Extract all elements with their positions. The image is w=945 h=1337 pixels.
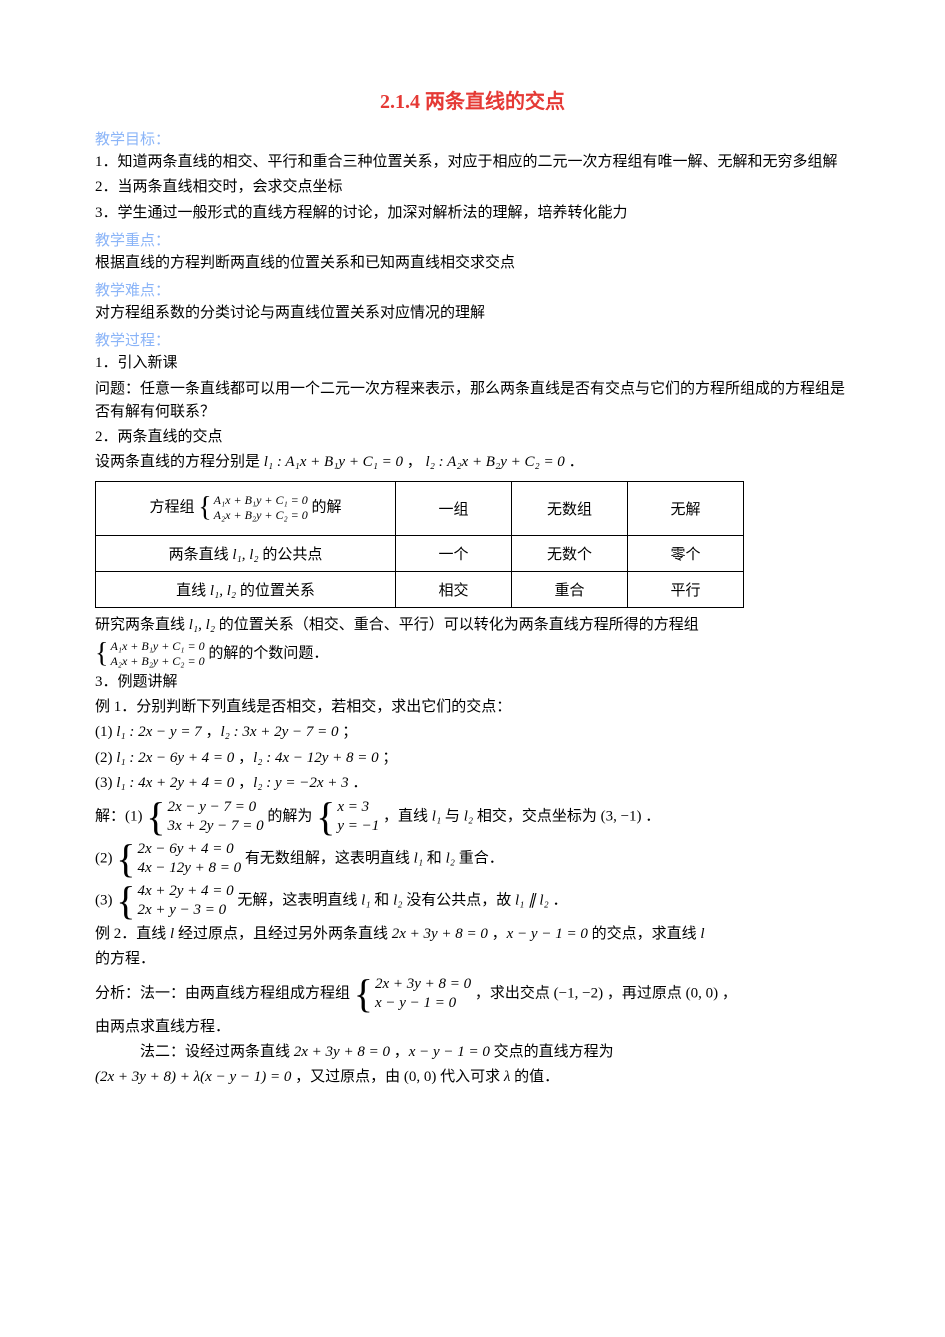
process-step1: 1．引入新课: [95, 352, 850, 375]
goal-1: 1．知道两条直线的相交、平行和重合三种位置关系，对应于相应的二元一次方程组有唯一…: [95, 151, 850, 174]
brace-icon: {: [316, 797, 337, 837]
section-difficulty: 教学难点：: [95, 279, 850, 300]
brace-icon: {: [146, 797, 167, 837]
table-r1c3: 无数组: [512, 481, 628, 535]
setup-text-a: 设两条直线的方程分别是: [95, 454, 264, 470]
section-key: 教学重点：: [95, 229, 850, 250]
section-process: 教学过程：: [95, 329, 850, 350]
brace-icon: {: [95, 640, 110, 668]
ex1-p2: (2) l₁ : 2x − 6y + 4 = 0 ，l₂ : 4x − 12y …: [95, 747, 850, 770]
ex1-head: 例 1．分别判断下列直线是否相交，若相交，求出它们的交点：: [95, 696, 850, 719]
sol-3: (3) { 4x + 2y + 4 = 0 2x + y − 3 = 0 无解，…: [95, 881, 850, 921]
setup-mid: ，: [407, 454, 422, 470]
process-setup: 设两条直线的方程分别是 l₁ : A₁x + B₁y + C₁ = 0 ， l₂…: [95, 451, 850, 474]
setup-l1: l₁ : A₁x + B₁y + C₁ = 0: [264, 454, 403, 470]
process-question: 问题：任意一条直线都可以用一个二元一次方程来表示，那么两条直线是否有交点与它们的…: [95, 378, 850, 425]
table-r2c3: 无数个: [512, 535, 628, 571]
research-system: { A₁x + B₁y + C₁ = 0 A₂x + B₂y + C₂ = 0 …: [95, 639, 850, 669]
setup-l2: l₂ : A₂x + B₂y + C₂ = 0: [426, 454, 565, 470]
table-r3c1: 直线 l₁, l₂ 的位置关系: [96, 571, 396, 607]
table-r1c4: 无解: [628, 481, 744, 535]
setup-end: ．: [569, 454, 584, 470]
ex1-p1: (1) l₁ : 2x − y = 7 ，l₂ : 3x + 2y − 7 = …: [95, 721, 850, 744]
table-r2c1: 两条直线 l₁, l₂ 的公共点: [96, 535, 396, 571]
brace-icon: {: [198, 494, 213, 522]
ex2-head2: 的方程．: [95, 948, 850, 971]
goal-3: 3．学生通过一般形式的直线方程解的讨论，加深对解析法的理解，培养转化能力: [95, 202, 850, 225]
ex2-method2: 法二：设经过两条直线 2x + 3y + 8 = 0 ，x − y − 1 = …: [95, 1041, 850, 1064]
table-system: { A₁x + B₁y + C₁ = 0 A₂x + B₂y + C₂ = 0: [198, 493, 308, 523]
section-goal: 教学目标：: [95, 128, 850, 149]
table-r3c2: 相交: [396, 571, 512, 607]
sol-2: (2) { 2x − 6y + 4 = 0 4x − 12y + 8 = 0 有…: [95, 839, 850, 879]
table-r3c3: 重合: [512, 571, 628, 607]
table-r2c4: 零个: [628, 535, 744, 571]
research-para: 研究两条直线 l₁, l₂ 的位置关系（相交、重合、平行）可以转化为两条直线方程…: [95, 614, 850, 637]
difficulty-point: 对方程组系数的分类讨论与两直线位置关系对应情况的理解: [95, 302, 850, 325]
brace-icon: {: [354, 974, 375, 1014]
relation-table: 方程组 { A₁x + B₁y + C₁ = 0 A₂x + B₂y + C₂ …: [95, 481, 744, 608]
sol-1: 解：(1) { 2x − y − 7 = 0 3x + 2y − 7 = 0 的…: [95, 797, 850, 837]
ex2-head: 例 2．直线 l 经过原点，且经过另外两条直线 2x + 3y + 8 = 0 …: [95, 923, 850, 946]
sys-row2: A₂x + B₂y + C₂ = 0: [214, 508, 308, 523]
ex2-method2-eq: (2x + 3y + 8) + λ(x − y − 1) = 0 ，又过原点，由…: [95, 1066, 850, 1089]
table-r1c2: 一组: [396, 481, 512, 535]
page-title: 2.1.4 两条直线的交点: [95, 85, 850, 114]
sys-prefix: 方程组: [149, 499, 198, 515]
ex1-p3: (3) l₁ : 4x + 2y + 4 = 0 ，l₂ : y = −2x +…: [95, 772, 850, 795]
brace-icon: {: [116, 839, 137, 879]
brace-icon: {: [116, 881, 137, 921]
process-step3: 3．例题讲解: [95, 671, 850, 694]
sys-row1: A₁x + B₁y + C₁ = 0: [214, 493, 308, 508]
goal-2: 2．当两条直线相交时，会求交点坐标: [95, 176, 850, 199]
table-r1c1: 方程组 { A₁x + B₁y + C₁ = 0 A₂x + B₂y + C₂ …: [96, 481, 396, 535]
process-step2: 2．两条直线的交点: [95, 426, 850, 449]
ex2-method1: 分析：法一：由两直线方程组成方程组 { 2x + 3y + 8 = 0 x − …: [95, 974, 850, 1014]
table-r2c2: 一个: [396, 535, 512, 571]
sys-suffix: 的解: [312, 499, 342, 515]
key-point: 根据直线的方程判断两直线的位置关系和已知两直线相交求交点: [95, 252, 850, 275]
table-r3c4: 平行: [628, 571, 744, 607]
ex2-method1-tail: 由两点求直线方程．: [95, 1016, 850, 1039]
